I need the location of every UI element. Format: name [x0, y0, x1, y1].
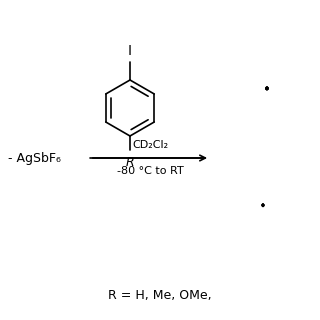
Text: - AgSbF₆: - AgSbF₆ — [8, 151, 61, 164]
Text: -80 °C to RT: -80 °C to RT — [116, 166, 183, 176]
Text: R: R — [126, 156, 134, 169]
Text: R = H, Me, OMe,: R = H, Me, OMe, — [108, 289, 212, 301]
Text: CD₂Cl₂: CD₂Cl₂ — [132, 140, 168, 150]
Text: I: I — [128, 44, 132, 58]
